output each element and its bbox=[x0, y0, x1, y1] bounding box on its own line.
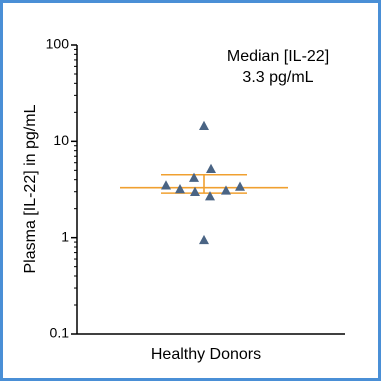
data-point-triangle bbox=[235, 181, 245, 191]
y-tick-label: 1 bbox=[61, 228, 69, 244]
x-category-label: Healthy Donors bbox=[151, 346, 261, 363]
data-point-triangle bbox=[199, 234, 209, 245]
data-point-triangle bbox=[206, 163, 216, 173]
data-point-triangle bbox=[175, 184, 185, 194]
y-tick-label: 10 bbox=[53, 132, 69, 148]
y-tick-label: 100 bbox=[46, 36, 70, 52]
median-annotation-line-1: Median [IL-22] bbox=[227, 48, 329, 65]
data-point-triangle bbox=[221, 185, 231, 195]
scatter-chart: 100 10 1 0.1 Plasma [IL-22] in pg/mL Health… bbox=[22, 36, 345, 363]
y-tick-labels-group: 100 10 1 0.1 bbox=[46, 36, 70, 341]
data-points-group bbox=[161, 120, 245, 245]
y-ticks-group bbox=[71, 44, 77, 335]
y-axis-title: Plasma [IL-22] in pg/mL bbox=[22, 104, 39, 273]
data-point-triangle bbox=[189, 172, 199, 182]
axes-group bbox=[76, 45, 345, 335]
median-iqr-group bbox=[120, 173, 288, 194]
data-point-triangle bbox=[199, 120, 209, 131]
y-tick-label: 0.1 bbox=[50, 325, 70, 341]
data-point-triangle bbox=[205, 191, 215, 201]
median-annotation-line-2: 3.3 pg/mL bbox=[242, 69, 313, 86]
data-point-triangle bbox=[161, 180, 171, 190]
data-point-triangle bbox=[190, 186, 200, 196]
